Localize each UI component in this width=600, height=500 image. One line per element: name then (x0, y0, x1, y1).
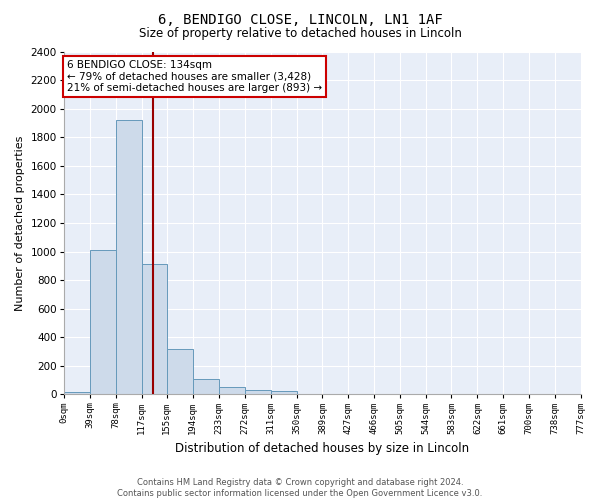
Text: Contains HM Land Registry data © Crown copyright and database right 2024.
Contai: Contains HM Land Registry data © Crown c… (118, 478, 482, 498)
Bar (245, 390, 271, 394)
Bar (64, 392, 89, 394)
Y-axis label: Number of detached properties: Number of detached properties (15, 136, 25, 310)
X-axis label: Distribution of detached houses by size in Lincoln: Distribution of detached houses by size … (175, 442, 469, 455)
Text: Size of property relative to detached houses in Lincoln: Size of property relative to detached ho… (139, 28, 461, 40)
Bar (89, 250, 116, 394)
Text: 6 BENDIGO CLOSE: 134sqm
← 79% of detached houses are smaller (3,428)
21% of semi: 6 BENDIGO CLOSE: 134sqm ← 79% of detache… (67, 60, 322, 94)
Text: 6, BENDIGO CLOSE, LINCOLN, LN1 1AF: 6, BENDIGO CLOSE, LINCOLN, LN1 1AF (158, 12, 442, 26)
Bar (142, 264, 167, 394)
Bar (167, 348, 193, 395)
Bar (219, 386, 245, 394)
Bar (271, 391, 296, 394)
Bar (116, 120, 142, 394)
Bar (193, 379, 219, 394)
